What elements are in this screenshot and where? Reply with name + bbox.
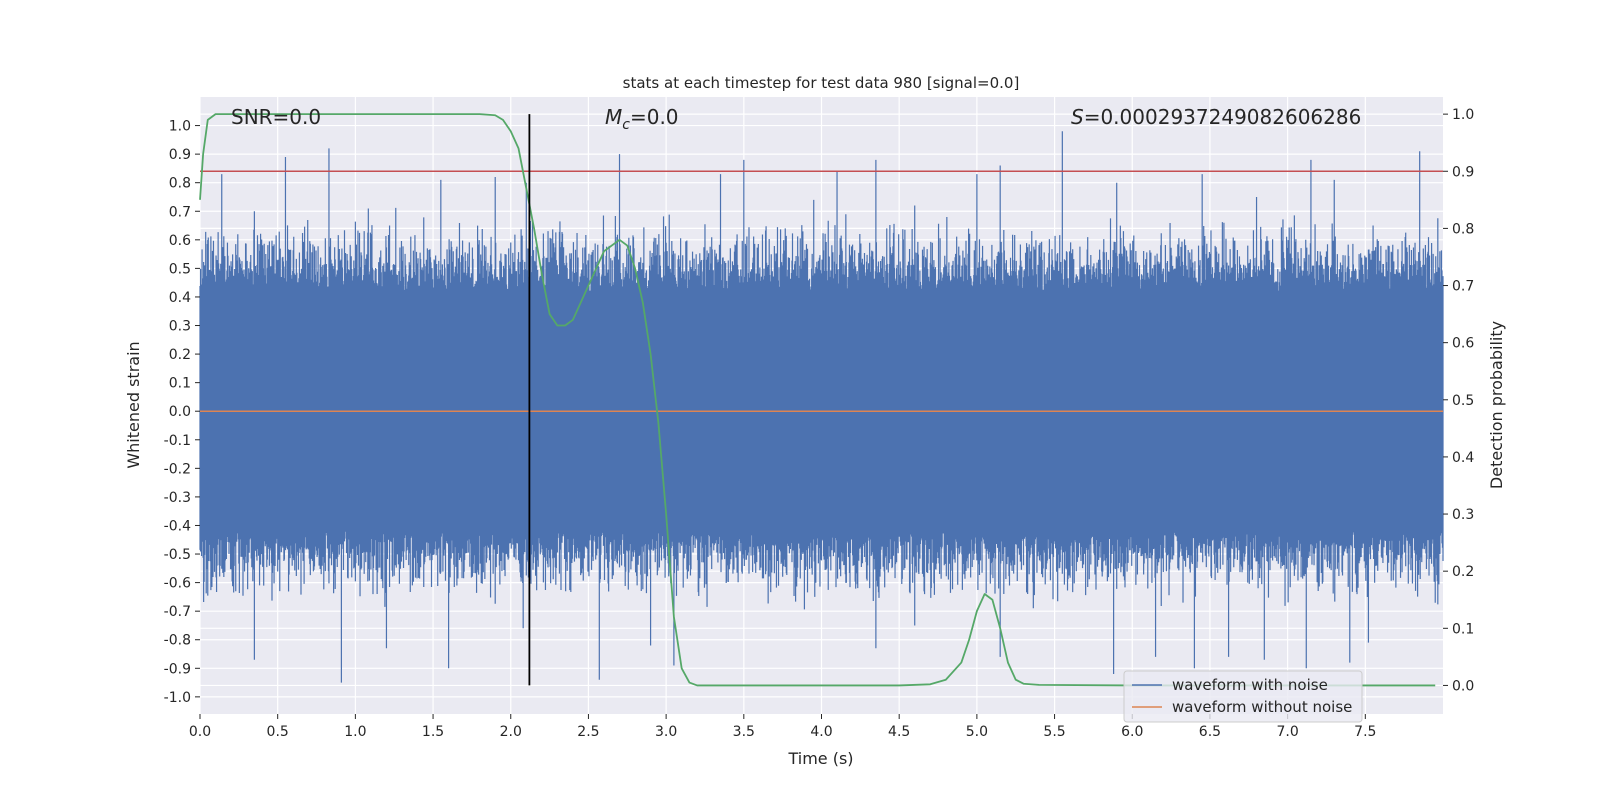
x-tick-label: 0.5 [267,724,289,740]
legend-box [1123,670,1363,723]
x-tick-label: 2.5 [577,724,599,740]
y-tick-label-right: 0.7 [1452,279,1474,295]
y-tick-label-left: 0.6 [169,233,191,249]
x-axis-label: Time (s) [787,749,853,768]
y-tick-label-right: 0.4 [1452,450,1474,466]
x-tick-label: 2.0 [500,724,522,740]
s-statistic-annotation: S=0.0002937249082606286 [1071,105,1361,129]
x-tick-label: 3.5 [733,724,755,740]
y-axis-label-right: Detection probability [1487,321,1506,489]
y-tick-label-left: 0.4 [169,290,191,306]
y-tick-label-right: 0.6 [1452,336,1474,352]
y-tick-label-right: 0.0 [1452,678,1474,694]
y-tick-label-left: 0.1 [169,376,191,392]
legend: waveform with noise waveform without noi… [1123,670,1363,723]
y-tick-label-right: 1.0 [1452,107,1474,123]
y-tick-label-left: -0.5 [164,547,191,563]
chirp-mass-annotation: Mc=0.0 [605,105,679,133]
y-tick-label-right: 0.5 [1452,393,1474,409]
x-tick-label: 4.5 [888,724,910,740]
y-tick-label-left: 0.3 [169,319,191,335]
x-tick-label: 5.5 [1043,724,1065,740]
y-tick-label-left: -0.4 [164,518,191,534]
y-tick-label-right: 0.9 [1452,164,1474,180]
y-tick-label-left: 0.0 [169,404,191,420]
y-tick-label-right: 0.8 [1452,221,1474,237]
y-tick-label-left: -0.3 [164,490,191,506]
x-tick-label: 3.0 [655,724,677,740]
y-tick-label-left: -0.2 [164,461,191,477]
y-tick-label-left: -1.0 [164,690,191,706]
y-tick-label-left: 0.2 [169,347,191,363]
y-tick-label-left: 0.7 [169,204,191,220]
legend-label-noise: waveform with noise [1172,676,1328,694]
y-tick-label-right: 0.1 [1452,621,1474,637]
y-axis-label-left: Whitened strain [124,341,143,468]
x-tick-label: 5.0 [966,724,988,740]
y-tick-label-right: 0.2 [1452,564,1474,580]
series-waveform-with-noise [199,131,1444,683]
y-tick-label-left: -0.6 [164,576,191,592]
snr-annotation: SNR=0.0 [231,105,321,129]
y-tick-label-left: -0.8 [164,633,191,649]
y-tick-label-left: -0.9 [164,661,191,677]
y-tick-label-left: 0.5 [169,261,191,277]
y-tick-label-left: 0.9 [169,147,191,163]
x-tick-label: 1.0 [344,724,366,740]
x-tick-label: 6.5 [1199,724,1221,740]
legend-label-clean: waveform without noise [1172,698,1352,716]
x-tick-label: 1.5 [422,724,444,740]
y-tick-label-right: 0.3 [1452,507,1474,523]
x-tick-label: 7.5 [1354,724,1376,740]
y-tick-label-left: 0.8 [169,176,191,192]
x-tick-label: 0.0 [189,724,211,740]
x-tick-label: 7.0 [1276,724,1298,740]
y-tick-label-left: -0.1 [164,433,191,449]
series-detection-probability [199,113,1436,687]
y-tick-label-left: -0.7 [164,604,191,620]
y-tick-label-left: 1.0 [169,119,191,135]
x-tick-label: 4.0 [810,724,832,740]
x-tick-label: 6.0 [1121,724,1143,740]
chart-title: stats at each timestep for test data 980… [623,74,1020,92]
